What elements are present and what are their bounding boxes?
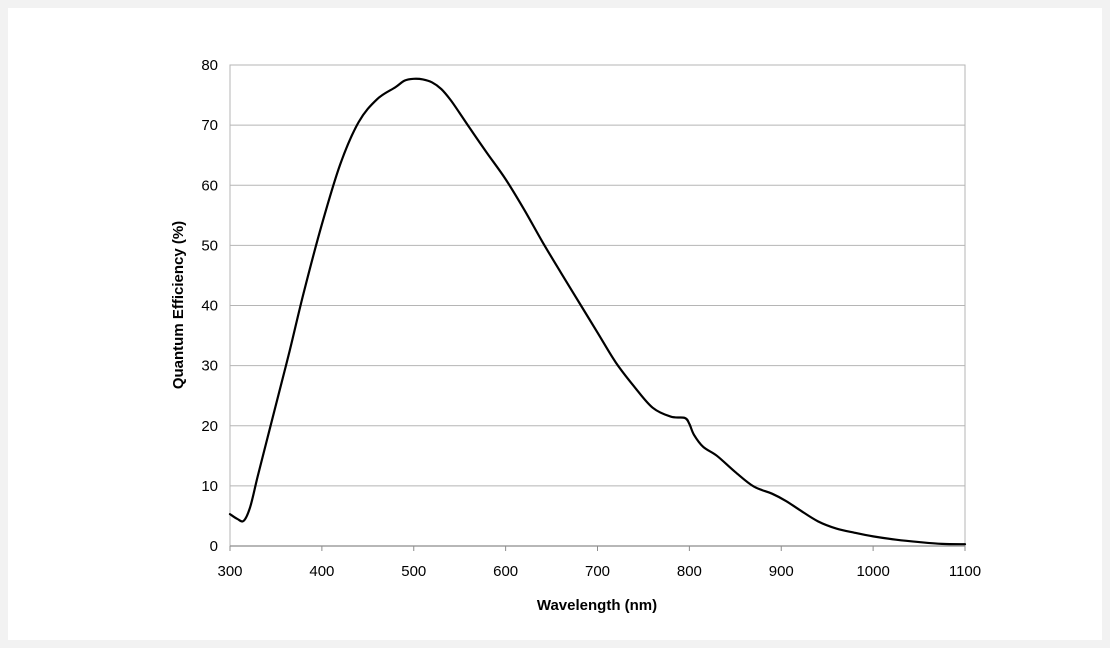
y-tick-label: 10 — [201, 478, 218, 495]
y-tick-label: 70 — [201, 117, 218, 134]
x-tick-label: 300 — [217, 563, 242, 580]
y-tick-label: 20 — [201, 418, 218, 435]
qe-curve — [228, 77, 967, 546]
y-tick-label: 40 — [201, 298, 218, 315]
y-tick-label: 80 — [201, 57, 218, 74]
plot-frame — [229, 64, 966, 551]
x-tick-label: 800 — [677, 563, 702, 580]
y-tick-label: 50 — [201, 237, 218, 254]
y-tick-label: 0 — [210, 538, 218, 555]
x-tick-label: 900 — [769, 563, 794, 580]
x-tick-labels: 300 400 500 600 700 800 900 1000 1100 — [217, 563, 981, 580]
y-tick-labels: 0 10 20 30 40 50 60 70 80 — [201, 57, 218, 555]
y-tick-label: 30 — [201, 358, 218, 375]
x-tick-label: 400 — [309, 563, 334, 580]
chart-panel — [8, 8, 1102, 640]
x-tick-label: 1100 — [949, 563, 981, 580]
x-tick-label: 600 — [493, 563, 518, 580]
y-axis-title: Quantum Efficiency (%) — [170, 221, 187, 389]
x-axis-title: Wavelength (nm) — [537, 597, 657, 614]
x-tick-label: 1000 — [856, 563, 889, 580]
grid-lines — [230, 124, 965, 487]
x-tick-label: 500 — [401, 563, 426, 580]
y-tick-label: 60 — [201, 177, 218, 194]
x-tick-label: 700 — [585, 563, 610, 580]
series-group — [228, 77, 967, 546]
